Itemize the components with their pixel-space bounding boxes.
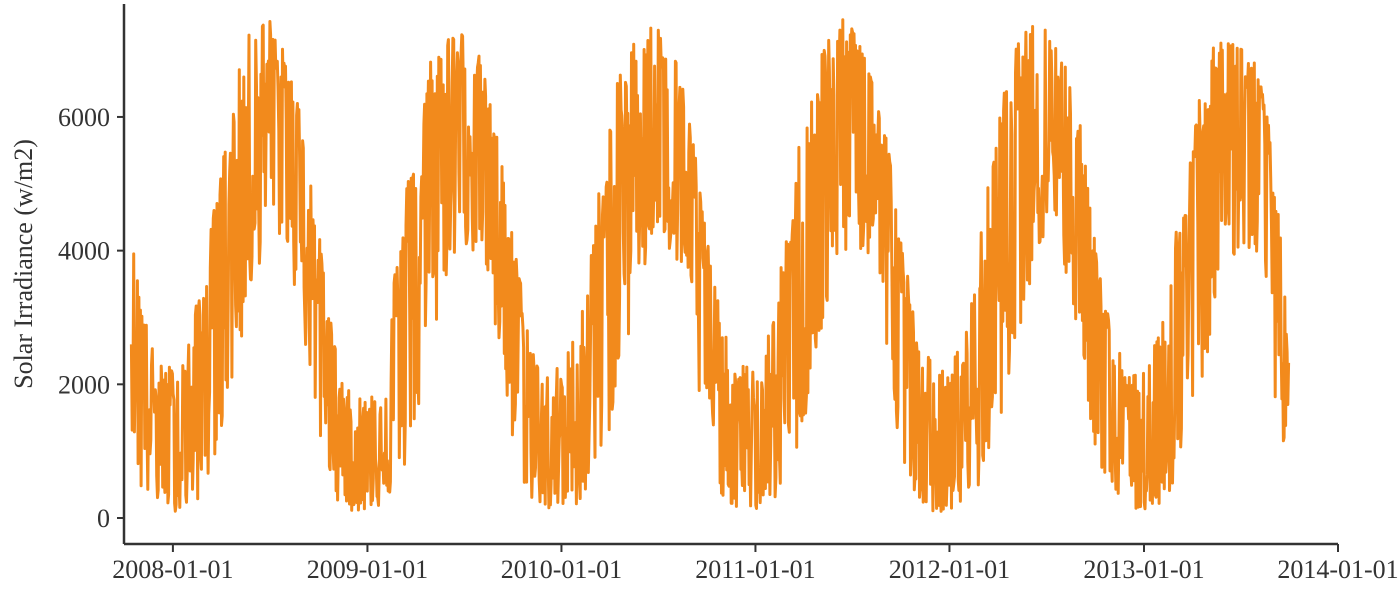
x-tick-label: 2013-01-01 — [1083, 555, 1204, 584]
y-tick-label: 4000 — [58, 237, 110, 266]
x-tick-label: 2009-01-01 — [307, 555, 428, 584]
axes: 0 2000 4000 6000 2008-01-01 2009-01-01 2010-0… — [58, 4, 1399, 584]
x-tick-label: 2010-01-01 — [501, 555, 622, 584]
x-tick-label: 2012-01-01 — [889, 555, 1010, 584]
y-tick-label: 0 — [97, 504, 110, 533]
x-tick-label: 2011-01-01 — [695, 555, 815, 584]
y-tick-label: 6000 — [58, 103, 110, 132]
x-axis-ticks: 2008-01-01 2009-01-01 2010-01-01 2011-01-01… — [112, 544, 1399, 584]
series-layer — [129, 18, 1291, 513]
y-tick-label: 2000 — [58, 370, 110, 399]
y-axis-title: Solar Irradiance (w/m2) — [9, 139, 38, 389]
x-tick-label: 2008-01-01 — [112, 555, 233, 584]
x-tick-label: 2014-01-01 — [1277, 555, 1398, 584]
series-line — [129, 18, 1291, 513]
y-axis-ticks: 0 2000 4000 6000 — [58, 103, 124, 533]
